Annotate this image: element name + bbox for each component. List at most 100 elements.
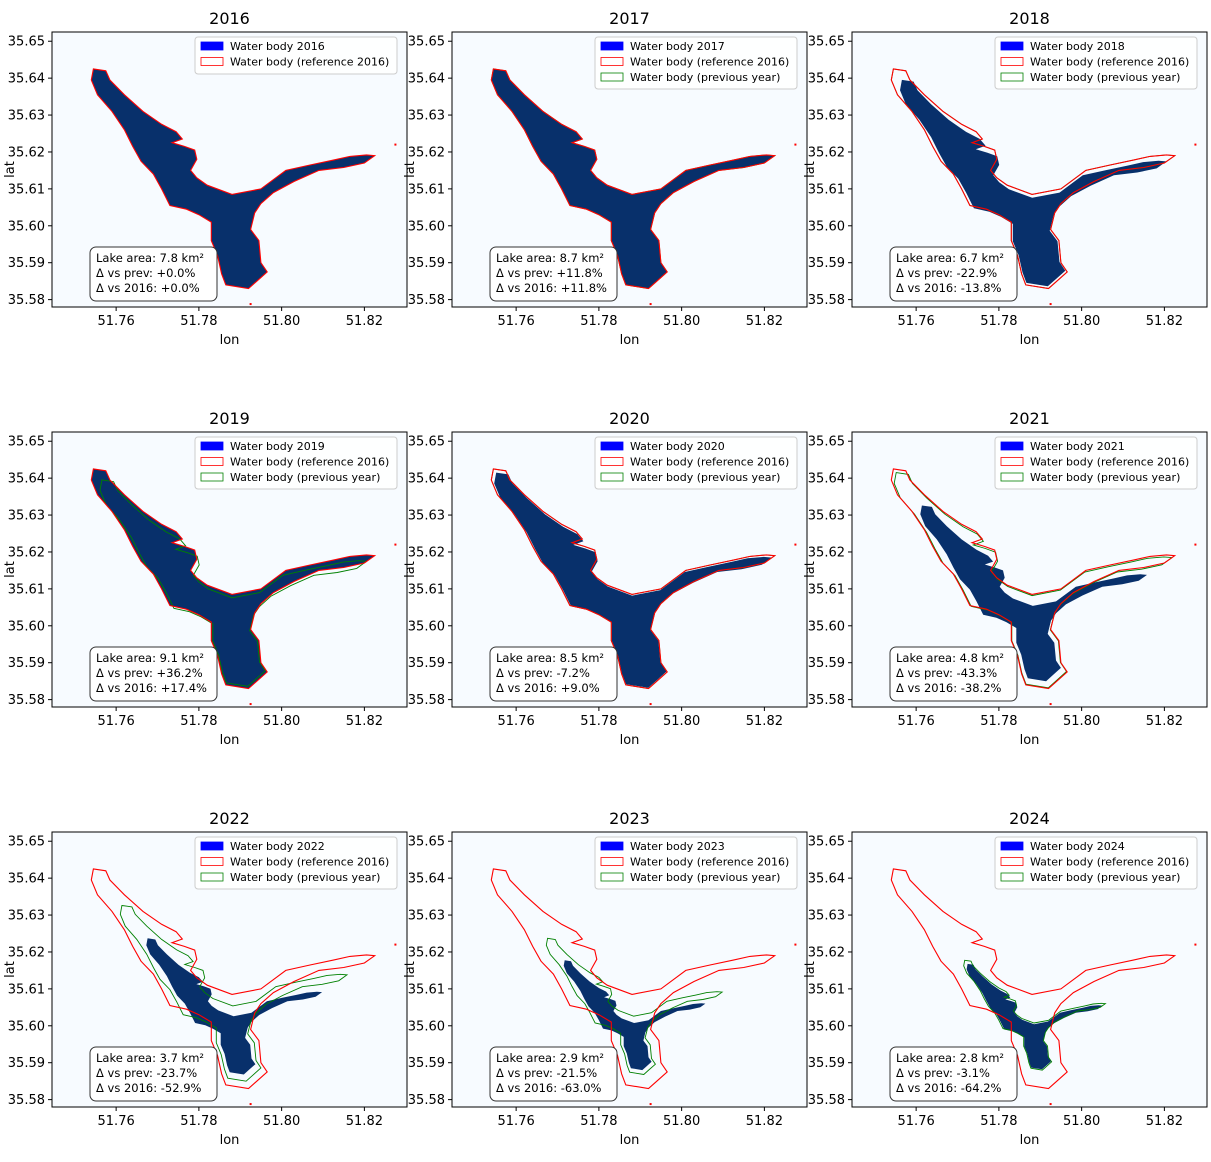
speck-south <box>649 1103 652 1106</box>
y-axis-label: lat <box>803 561 818 578</box>
legend-previous-entry-patch <box>200 472 224 482</box>
info-line-1: Lake area: 6.7 km² <box>896 251 1004 265</box>
x-tick-label: 51.78 <box>180 714 217 729</box>
reference-2016-outline <box>90 868 377 1090</box>
info-line-1: Lake area: 8.5 km² <box>496 651 604 665</box>
previous-year-outline <box>963 959 1107 1071</box>
panel-title: 2022 <box>209 809 250 828</box>
legend-water-entry-label: Water body 2023 <box>630 840 725 853</box>
x-tick-label: 51.78 <box>980 1114 1017 1129</box>
legend-water-entry-label: Water body 2018 <box>1030 40 1125 53</box>
legend-previous-entry-label: Water body (previous year) <box>630 71 780 84</box>
speck-east <box>794 543 797 546</box>
legend-previous-entry-patch <box>200 872 224 882</box>
axes-frame <box>851 831 1208 1108</box>
y-tick-label: 35.58 <box>8 693 45 708</box>
info-line-2: Δ vs prev: +0.0% <box>96 266 195 280</box>
info-line-2: Δ vs prev: -22.9% <box>896 266 997 280</box>
map-panel-2024: 2024 51.76 51.78 51.80 51.82 35.65 35.64 35.63 3… <box>803 809 1208 1148</box>
info-line-1: Lake area: 2.9 km² <box>496 1051 604 1065</box>
panel-title: 2024 <box>1009 809 1050 828</box>
y-tick-label: 35.59 <box>408 656 445 671</box>
y-tick-label: 35.61 <box>808 582 845 597</box>
info-box-frame <box>889 1046 1018 1102</box>
legend-box <box>994 836 1198 890</box>
reference-2016-outline <box>890 868 1177 1090</box>
water-body-fill <box>966 963 1103 1070</box>
legend-reference-entry-label: Water body (reference 2016) <box>1030 56 1189 69</box>
y-tick-label: 35.59 <box>808 656 845 671</box>
info-line-2: Δ vs prev: -7.2% <box>496 666 590 680</box>
y-tick-label: 35.60 <box>8 619 45 634</box>
y-tick-label: 35.58 <box>8 1093 45 1108</box>
y-axis-label: lat <box>403 161 418 178</box>
y-tick-label: 35.63 <box>408 109 445 124</box>
y-tick-label: 35.64 <box>408 472 445 487</box>
y-tick-label: 35.58 <box>808 1093 845 1108</box>
y-tick-label: 35.60 <box>408 1019 445 1034</box>
x-axis-label: lon <box>620 333 640 348</box>
x-tick-label: 51.78 <box>580 714 617 729</box>
legend-water-entry-label: Water body 2024 <box>1030 840 1125 853</box>
legend-reference-entry-label: Water body (reference 2016) <box>630 456 789 469</box>
x-axis-label: lon <box>220 1133 240 1148</box>
legend-previous-entry-patch <box>600 472 624 482</box>
plot-area <box>890 868 1197 1106</box>
x-tick-label: 51.82 <box>346 1114 383 1129</box>
panel-title: 2021 <box>1009 409 1050 428</box>
x-axis-label: lon <box>1020 1133 1040 1148</box>
y-tick-label: 35.58 <box>808 293 845 308</box>
y-tick-label: 35.63 <box>808 509 845 524</box>
x-tick-label: 51.76 <box>498 314 535 329</box>
info-line-2: Δ vs prev: +11.8% <box>496 266 603 280</box>
y-tick-label: 35.61 <box>808 982 845 997</box>
info-line-1: Lake area: 9.1 km² <box>96 651 204 665</box>
info-box-frame <box>889 246 1018 302</box>
y-tick-label: 35.65 <box>808 435 845 450</box>
legend-previous-entry-label: Water body (previous year) <box>1030 871 1180 884</box>
x-axis-label: lon <box>220 733 240 748</box>
y-tick-label: 35.61 <box>408 982 445 997</box>
map-panel-2020: 2020 51.76 51.78 51.80 51.82 35.65 35.64 35.63 3… <box>403 409 808 748</box>
plot-area <box>490 868 797 1106</box>
info-line-2: Δ vs prev: -43.3% <box>896 666 997 680</box>
y-axis-label: lat <box>3 961 18 978</box>
legend-reference-entry-patch <box>600 57 624 66</box>
y-tick-label: 35.62 <box>8 145 45 160</box>
x-tick-label: 51.82 <box>1146 314 1183 329</box>
y-tick-label: 35.63 <box>408 509 445 524</box>
reference-2016-outline <box>490 468 777 690</box>
y-tick-label: 35.61 <box>8 982 45 997</box>
legend: Water body 2017 Water body (reference 201… <box>594 36 798 90</box>
legend-previous-entry-patch <box>600 872 624 882</box>
info-line-1: Lake area: 8.7 km² <box>496 251 604 265</box>
info-line-1: Lake area: 7.8 km² <box>96 251 204 265</box>
legend: Water body 2021 Water body (reference 201… <box>994 436 1198 490</box>
legend-box <box>594 436 798 490</box>
y-tick-label: 35.60 <box>808 219 845 234</box>
info-line-2: Δ vs prev: -23.7% <box>96 1066 197 1080</box>
axes-frame <box>51 431 408 708</box>
info-box-frame <box>89 1046 218 1102</box>
y-tick-label: 35.61 <box>8 582 45 597</box>
plot-area <box>90 68 397 306</box>
y-tick-label: 35.63 <box>8 509 45 524</box>
info-line-3: Δ vs 2016: +9.0% <box>496 681 600 695</box>
x-axis-label: lon <box>620 733 640 748</box>
legend-previous-entry-patch <box>1000 72 1024 82</box>
x-tick-label: 51.78 <box>580 1114 617 1129</box>
x-axis-label: lon <box>1020 333 1040 348</box>
previous-year-outline <box>545 937 724 1075</box>
water-body-fill <box>91 468 375 689</box>
map-panel-2023: 2023 51.76 51.78 51.80 51.82 35.65 35.64 35.63 3… <box>403 809 808 1148</box>
y-tick-label: 35.61 <box>408 182 445 197</box>
panel-title: 2018 <box>1009 9 1050 28</box>
x-tick-label: 51.80 <box>263 314 300 329</box>
legend-water-entry-label: Water body 2022 <box>230 840 325 853</box>
y-axis-label: lat <box>3 561 18 578</box>
y-tick-label: 35.65 <box>408 35 445 50</box>
y-axis-label: lat <box>803 961 818 978</box>
speck-east <box>394 543 397 546</box>
info-line-3: Δ vs 2016: -63.0% <box>496 1081 602 1095</box>
legend-reference-entry-label: Water body (reference 2016) <box>630 856 789 869</box>
